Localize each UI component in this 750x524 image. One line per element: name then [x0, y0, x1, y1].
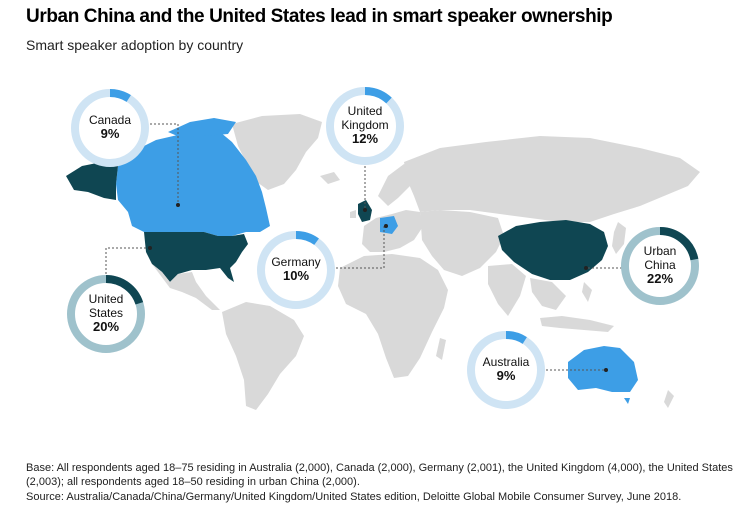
- south-america-shape: [222, 302, 304, 410]
- germany-badge: Germany 10%: [256, 230, 336, 310]
- uk-value: 12%: [351, 131, 379, 147]
- uk-label: United Kingdom: [341, 104, 389, 132]
- southeast-asia-shape: [530, 278, 566, 310]
- ring-arc: [326, 87, 404, 165]
- china-label: Urban China: [643, 244, 677, 272]
- canada-arctic-islands-shape: [168, 118, 236, 138]
- ring-arc: [67, 275, 145, 353]
- usa-ring: [67, 275, 145, 353]
- uk-badge: United Kingdom 12%: [325, 86, 405, 166]
- middle-east-central-asia-shape: [420, 210, 504, 276]
- china-value: 22%: [646, 271, 674, 287]
- russia-shape: [404, 136, 700, 222]
- usa-label: United States: [88, 292, 124, 320]
- tasmania-shape: [624, 398, 630, 404]
- uk-ring: [326, 87, 404, 165]
- canada-marker: [176, 203, 180, 207]
- china-shape: [498, 220, 608, 280]
- philippines-shape: [582, 282, 592, 302]
- mexico-central-america-shape: [152, 264, 220, 310]
- ireland-shape: [350, 210, 356, 218]
- chart-title: Urban China and the United States lead i…: [26, 6, 613, 27]
- canada-label: Canada: [88, 113, 132, 127]
- china-ring: [621, 227, 699, 305]
- ring-arc: [257, 231, 335, 309]
- alaska-shape: [66, 162, 118, 200]
- chart-subtitle: Smart speaker adoption by country: [26, 37, 244, 53]
- canada-ring: [71, 89, 149, 167]
- australia-ring: [467, 331, 545, 409]
- canada-badge: Canada 9%: [70, 88, 150, 168]
- germany-marker: [384, 224, 388, 228]
- australia-value: 9%: [496, 368, 516, 384]
- new-zealand-shape: [664, 390, 674, 408]
- germany-shape: [380, 216, 398, 234]
- usa-badge: United States 20%: [66, 274, 146, 354]
- germany-label: Germany: [271, 255, 321, 269]
- australia-marker: [604, 368, 608, 372]
- canada-value: 9%: [100, 126, 120, 142]
- australia-badge: Australia 9%: [466, 330, 546, 410]
- ring-arc: [71, 89, 149, 167]
- footnote: Base: All respondents aged 18–75 residin…: [26, 461, 738, 504]
- australia-label: Australia: [482, 355, 530, 369]
- germany-value: 10%: [282, 268, 310, 284]
- china-badge: Urban China 22%: [620, 226, 700, 306]
- madagascar-shape: [436, 338, 446, 360]
- africa-shape: [338, 254, 448, 378]
- usa-value: 20%: [92, 319, 120, 335]
- uk-marker: [363, 208, 367, 212]
- usa-connector: [105, 247, 148, 278]
- iceland-shape: [320, 172, 340, 184]
- germany-connector: [336, 226, 385, 269]
- ring-arc: [467, 331, 545, 409]
- australia-shape: [568, 346, 638, 392]
- usa-marker: [148, 246, 152, 250]
- usa-shape: [144, 232, 248, 282]
- china-marker: [584, 266, 588, 270]
- germany-ring: [257, 231, 335, 309]
- japan-shape: [612, 222, 626, 254]
- footnote-source: Source: Australia/Canada/China/Germany/U…: [26, 490, 682, 503]
- footnote-base: Base: All respondents aged 18–75 residin…: [26, 462, 733, 489]
- indonesia-shape: [540, 316, 614, 332]
- canada-shape: [116, 130, 270, 236]
- ring-arc: [621, 227, 699, 305]
- greenland-shape: [232, 114, 322, 190]
- canada-connector: [150, 123, 179, 205]
- india-shape: [488, 264, 526, 316]
